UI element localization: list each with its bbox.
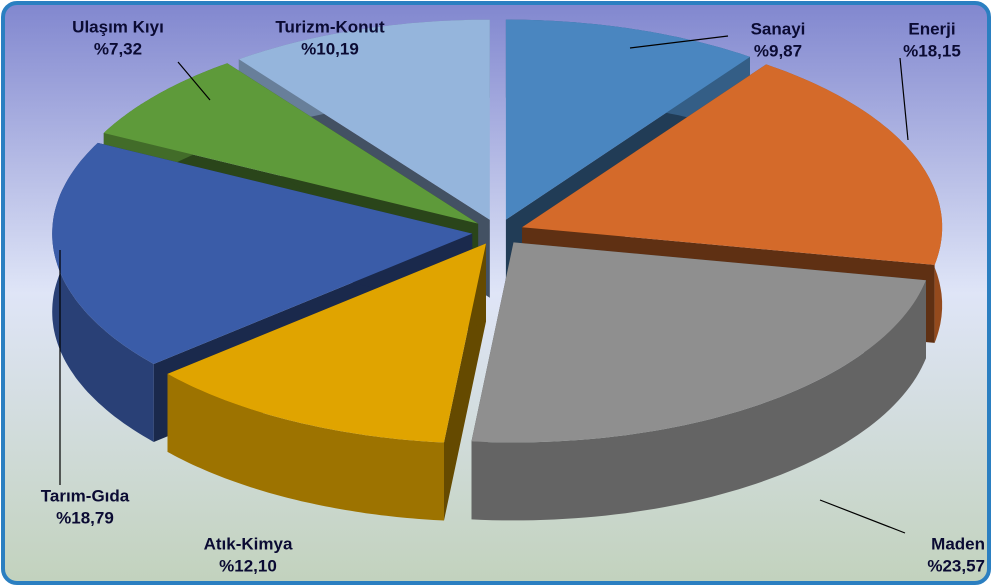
slice	[103, 63, 479, 224]
data-label-value: %10,19	[301, 39, 359, 58]
data-label-value: %18,79	[56, 508, 114, 527]
slice	[167, 243, 486, 443]
data-label-name: Maden	[931, 534, 985, 553]
data-label-value: %7,32	[94, 39, 142, 58]
leader-line	[177, 61, 211, 101]
data-label-value: %18,15	[903, 41, 961, 60]
data-label-value: %9,87	[754, 41, 802, 60]
slice	[471, 242, 926, 443]
data-label-name: Atık-Kimya	[204, 534, 293, 553]
pie	[52, 19, 943, 521]
slice-side	[167, 373, 444, 521]
slice-side	[471, 280, 926, 521]
leader-line	[899, 57, 909, 141]
data-label-value: %12,10	[219, 556, 277, 575]
leader-line	[629, 35, 729, 49]
slice	[52, 142, 473, 364]
data-label-name: Tarım-Gıda	[41, 486, 130, 505]
labels: Sanayi %9,87 Enerji %18,15 Maden %23,57 Atık-K…	[41, 17, 985, 575]
data-label-name: Enerji	[908, 19, 955, 38]
leader-line	[819, 499, 906, 534]
data-label-value: %23,57	[927, 556, 985, 575]
slice	[522, 64, 943, 265]
slice	[238, 19, 490, 220]
slice	[505, 19, 750, 220]
data-label-name: Sanayi	[751, 19, 806, 38]
data-label-name: Ulaşım Kıyı	[72, 17, 164, 36]
data-label-name: Turizm-Konut	[275, 17, 385, 36]
